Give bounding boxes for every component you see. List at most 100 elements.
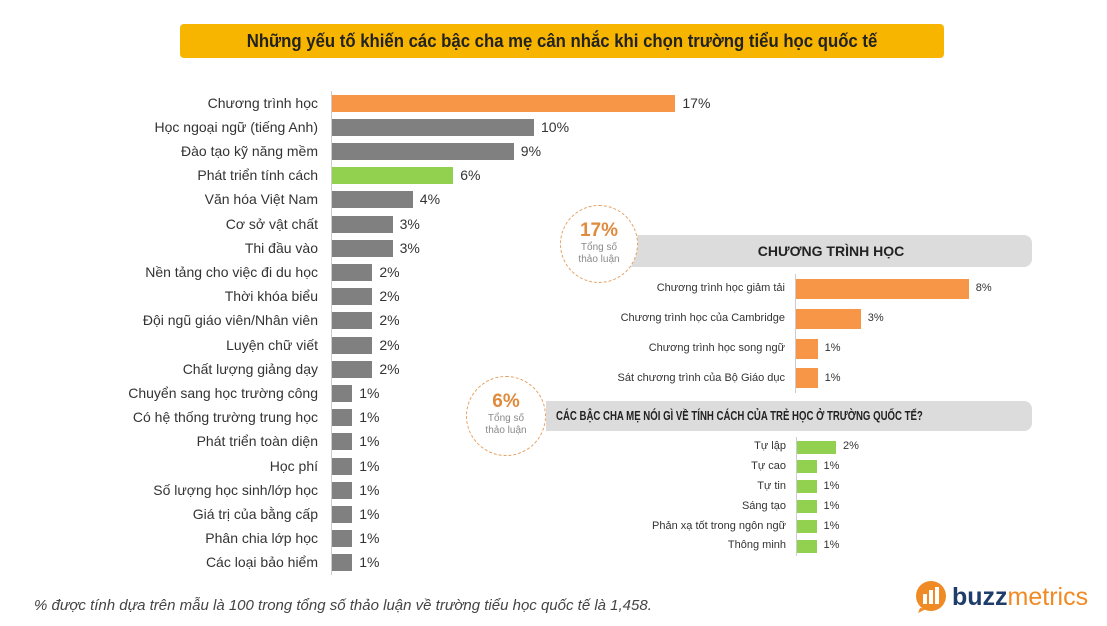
bar: [332, 360, 373, 378]
badge-text: Tổng số thảo luận: [485, 413, 527, 436]
bar: [332, 481, 353, 499]
category-label: Chất lượng giảng dạy: [182, 360, 318, 377]
logo-text-buzz: buzz: [952, 582, 1008, 611]
bar: [332, 288, 373, 306]
value-label: 2%: [379, 312, 400, 329]
category-label: Chuyển sang học trường công: [128, 385, 318, 401]
bar: [332, 336, 373, 354]
bar: [797, 480, 817, 494]
category-label: Sáng tạo: [741, 499, 786, 512]
bar: [797, 460, 817, 474]
badge-text: Tổng số thảo luận: [578, 242, 620, 265]
value-label: 2%: [379, 360, 400, 377]
value-label: 2%: [843, 440, 859, 453]
badge-value: 6%: [492, 391, 520, 412]
value-label: 1%: [823, 460, 840, 473]
category-label: Học ngoại ngữ (tiếng Anh): [154, 118, 318, 135]
bar: [332, 191, 413, 209]
logo-chart-icon: [916, 581, 946, 613]
bar: [332, 239, 393, 257]
value-label: 1%: [359, 385, 380, 401]
bar: [332, 215, 393, 233]
category-label: Đào tạo kỹ năng mềm: [181, 143, 318, 159]
value-label: 1%: [359, 433, 380, 450]
category-label: Tự lập: [754, 440, 786, 453]
category-label: Chương trình học của Cambridge: [620, 312, 785, 325]
value-label: 1%: [824, 342, 841, 354]
value-label: 1%: [359, 506, 380, 522]
bar: [797, 539, 817, 553]
bar: [332, 167, 454, 185]
logo-text-metrics: metrics: [1007, 582, 1089, 611]
value-label: 1%: [359, 481, 380, 498]
category-label: Phát triển toàn diện: [196, 433, 318, 450]
value-label: 3%: [399, 215, 420, 232]
bar: [332, 312, 373, 330]
category-label: Tự cao: [751, 460, 786, 473]
value-label: 1%: [823, 539, 840, 552]
chart-title: Những yếu tố khiến các bậc cha mẹ cân nh…: [246, 31, 878, 51]
bar: [797, 499, 817, 513]
value-label: 2%: [379, 336, 400, 353]
value-label: 1%: [823, 480, 840, 492]
value-label: 2%: [379, 288, 400, 305]
bar: [332, 554, 353, 572]
value-label: 2%: [379, 264, 400, 280]
category-label: Sát chương trình của Bộ Giáo dục: [617, 371, 785, 384]
category-label: Thông minh: [727, 539, 786, 552]
category-label: Chương trình học song ngữ: [648, 342, 785, 354]
sub-chart-2-badge: 6% Tổng số thảo luận: [466, 376, 546, 456]
value-label: 17%: [682, 94, 711, 111]
category-label: Các loại bảo hiểm: [205, 554, 318, 571]
category-label: Thi đầu vào: [244, 239, 318, 256]
value-label: 4%: [419, 191, 441, 208]
category-label: Số lượng học sinh/lớp học: [153, 481, 318, 498]
bar: [796, 338, 818, 359]
category-label: Giá trị của bằng cấp: [192, 506, 318, 522]
bar: [796, 368, 818, 389]
category-label: Thời khóa biểu: [224, 288, 318, 305]
category-label: Học phí: [269, 457, 318, 474]
axis-line: [796, 437, 797, 556]
category-label: Chương trình học giảm tải: [656, 282, 785, 295]
value-label: 9%: [520, 143, 542, 159]
sub-chart-2-title: CÁC BẬC CHA MẸ NÓI GÌ VỀ TÍNH CÁCH CỦA T…: [556, 408, 923, 423]
bar: [797, 519, 817, 533]
bar: [332, 530, 353, 548]
category-label: Phản xạ tốt trong ngôn ngữ: [652, 519, 786, 532]
bar: [332, 505, 353, 523]
bar: [332, 118, 534, 136]
value-label: 1%: [359, 530, 380, 547]
sub-chart-1-header: CHƯƠNG TRÌNH HỌC: [630, 235, 1032, 267]
badge-value: 17%: [579, 220, 619, 241]
category-label: Chương trình học: [207, 94, 318, 111]
category-label: Nền tảng cho việc đi du học: [145, 264, 318, 280]
value-label: 1%: [359, 457, 380, 474]
bar: [796, 308, 861, 329]
value-label: 3%: [867, 312, 884, 325]
value-label: 1%: [824, 371, 841, 384]
bar: [332, 94, 676, 112]
value-label: 1%: [359, 554, 380, 571]
bar: [332, 433, 353, 451]
bar: [332, 263, 373, 281]
value-label: 10%: [541, 118, 570, 135]
axis-line: [331, 90, 332, 575]
category-label: Cơ sở vật chất: [225, 215, 318, 232]
footnote: % được tính dựa trên mẫu là 100 trong tổ…: [34, 597, 652, 614]
category-label: Tự tin: [757, 480, 786, 492]
value-label: 1%: [823, 519, 840, 532]
bar: [332, 384, 353, 402]
chart-title-banner: Những yếu tố khiến các bậc cha mẹ cân nh…: [180, 24, 944, 58]
category-label: Có hệ thống trường trung học: [132, 409, 318, 426]
value-label: 1%: [823, 499, 840, 512]
bar: [332, 457, 353, 475]
axis-line: [795, 274, 796, 394]
category-label: Phân chia lớp học: [205, 530, 318, 547]
bar: [332, 409, 353, 427]
sub-chart-2-header: CÁC BẬC CHA MẸ NÓI GÌ VỀ TÍNH CÁCH CỦA T…: [546, 401, 1032, 431]
category-label: Phát triển tính cách: [197, 167, 318, 184]
bar: [332, 142, 514, 160]
bar: [797, 440, 836, 454]
sub-chart-1-badge: 17% Tổng số thảo luận: [560, 205, 638, 283]
